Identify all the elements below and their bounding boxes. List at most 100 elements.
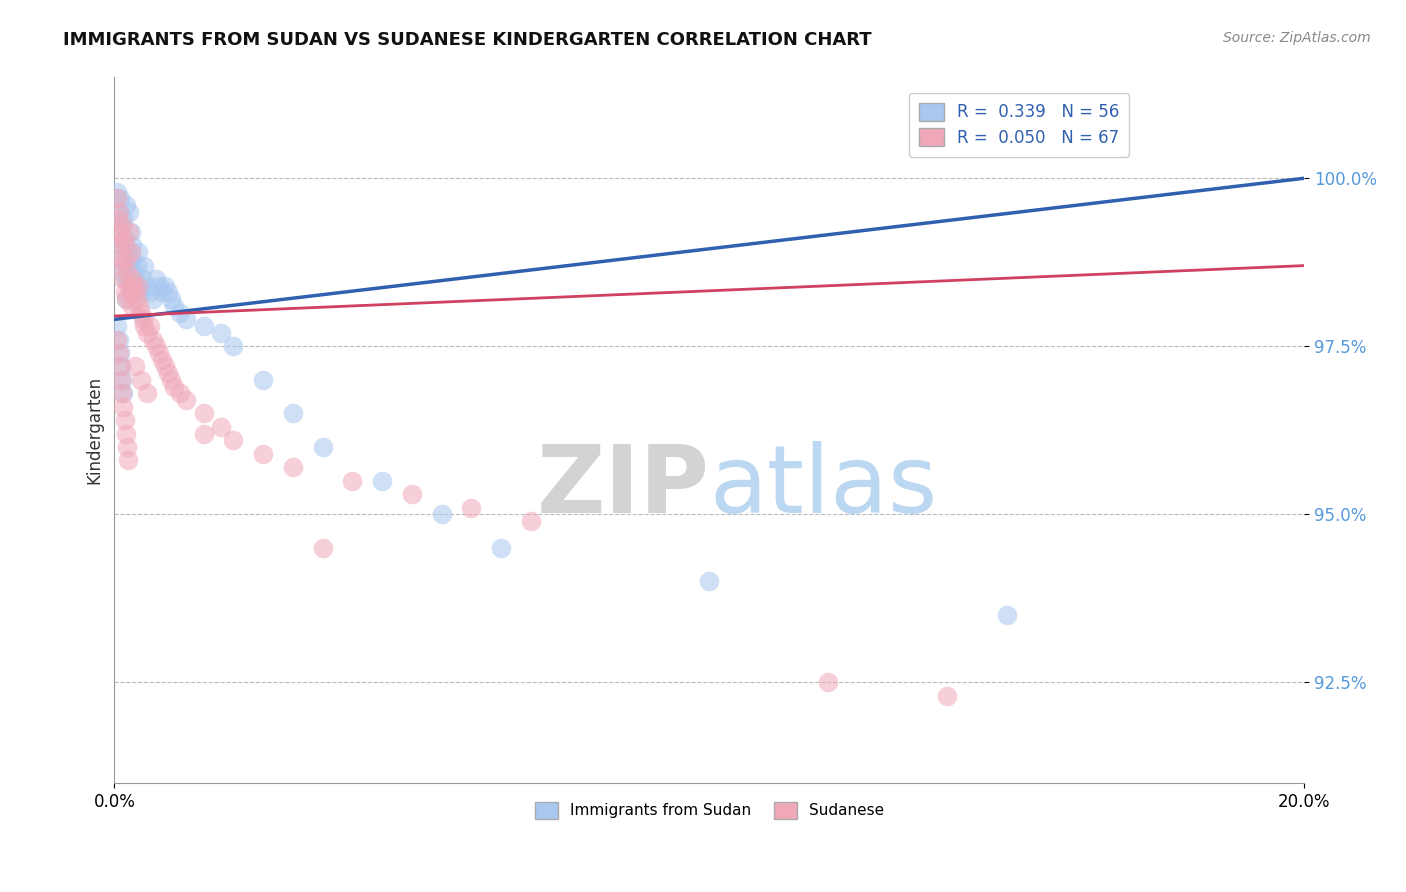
Point [153, 278, 176, 293]
Point [111, 373, 134, 387]
Point [281, 460, 304, 475]
Point [148, 278, 170, 293]
Point [150, 352, 173, 367]
Point [211, 326, 233, 340]
Point [108, 359, 131, 374]
Point [697, 574, 720, 589]
Point [125, 292, 148, 306]
Point [211, 420, 233, 434]
Point [129, 373, 152, 387]
Point [122, 265, 145, 279]
Point [169, 386, 191, 401]
Point [129, 305, 152, 319]
Point [107, 346, 129, 360]
Point [115, 292, 138, 306]
Point [148, 346, 170, 360]
Point [108, 204, 131, 219]
Point [108, 346, 131, 360]
Point [117, 453, 139, 467]
Point [107, 333, 129, 347]
Point [118, 204, 141, 219]
Point [110, 219, 132, 233]
Point [281, 406, 304, 420]
Point [129, 285, 152, 300]
Point [150, 285, 173, 300]
Point [120, 225, 142, 239]
Point [117, 245, 139, 260]
Point [125, 259, 148, 273]
Point [112, 400, 135, 414]
Point [995, 608, 1018, 623]
Point [118, 278, 141, 293]
Point [105, 333, 128, 347]
Point [114, 413, 136, 427]
Point [107, 211, 129, 226]
Point [121, 299, 143, 313]
Point [105, 191, 128, 205]
Point [114, 232, 136, 246]
Point [118, 259, 141, 273]
Point [112, 386, 135, 401]
Point [160, 373, 183, 387]
Point [160, 292, 183, 306]
Point [142, 333, 165, 347]
Point [134, 319, 156, 334]
Point [817, 675, 839, 690]
Text: IMMIGRANTS FROM SUDAN VS SUDANESE KINDERGARTEN CORRELATION CHART: IMMIGRANTS FROM SUDAN VS SUDANESE KINDER… [63, 31, 872, 49]
Point [117, 265, 139, 279]
Point [174, 312, 197, 326]
Point [193, 319, 215, 334]
Point [401, 487, 423, 501]
Point [114, 272, 136, 286]
Point [124, 272, 146, 286]
Point [120, 278, 142, 293]
Point [121, 238, 143, 252]
Point [127, 278, 149, 293]
Point [936, 689, 959, 703]
Point [156, 366, 179, 380]
Point [110, 238, 132, 252]
Point [136, 326, 159, 340]
Point [105, 319, 128, 334]
Point [222, 339, 245, 353]
Point [153, 359, 176, 374]
Point [139, 285, 162, 300]
Point [120, 245, 142, 260]
Point [128, 278, 150, 293]
Point [121, 272, 143, 286]
Point [134, 259, 156, 273]
Text: Source: ZipAtlas.com: Source: ZipAtlas.com [1223, 31, 1371, 45]
Point [520, 514, 543, 528]
Point [105, 185, 128, 199]
Point [108, 238, 131, 252]
Point [342, 474, 364, 488]
Point [114, 285, 136, 300]
Point [115, 198, 138, 212]
Point [311, 440, 333, 454]
Point [174, 392, 197, 407]
Point [115, 440, 138, 454]
Point [110, 252, 132, 266]
Point [120, 285, 142, 300]
Point [127, 245, 149, 260]
Point [115, 292, 138, 306]
Point [132, 312, 155, 326]
Point [115, 252, 138, 266]
Point [139, 319, 162, 334]
Point [460, 500, 482, 515]
Point [121, 252, 143, 266]
Point [430, 508, 453, 522]
Text: atlas: atlas [709, 441, 938, 533]
Point [193, 426, 215, 441]
Point [110, 259, 132, 273]
Point [108, 204, 131, 219]
Text: ZIP: ZIP [537, 441, 709, 533]
Point [145, 339, 167, 353]
Point [118, 225, 141, 239]
Point [142, 292, 165, 306]
Point [132, 272, 155, 286]
Point [136, 386, 159, 401]
Point [163, 379, 186, 393]
Point [163, 299, 186, 313]
Point [124, 285, 146, 300]
